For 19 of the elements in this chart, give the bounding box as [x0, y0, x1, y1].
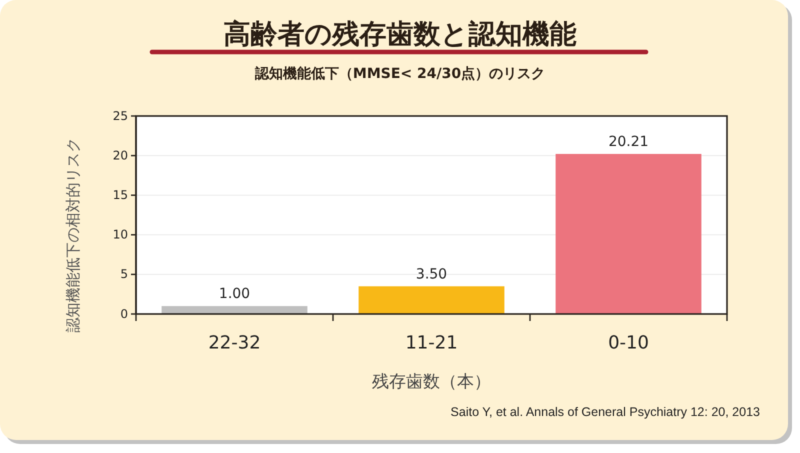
chart-subtitle: 認知機能低下（MMSE< 24/30点）のリスク: [254, 65, 546, 82]
x-tick-label: 22-32: [208, 332, 261, 354]
y-tick-label: 10: [112, 228, 128, 242]
x-tick-label: 11-21: [405, 332, 458, 354]
chart-title: 高齢者の残存歯数と認知機能: [224, 19, 576, 50]
y-tick-label: 5: [120, 267, 128, 282]
bar: [556, 154, 702, 314]
data-label: 20.21: [608, 134, 649, 150]
y-tick-label: 15: [112, 188, 128, 202]
y-tick-label: 0: [120, 306, 128, 321]
text: Saito Y, et al. Annals of General Psychiatry 12: 20, 2013: [450, 405, 760, 419]
x-tick-label: 0-10: [608, 332, 649, 354]
data-label: 1.00: [218, 286, 250, 302]
y-tick-label: 25: [112, 108, 128, 123]
data-label: 3.50: [416, 266, 448, 282]
y-tick-label: 20: [112, 148, 128, 162]
y-axis-title: 認知機能低下の相対的リスク: [64, 138, 82, 332]
bar: [358, 286, 504, 314]
x-axis-title: 残存歯数（本）: [372, 372, 491, 392]
